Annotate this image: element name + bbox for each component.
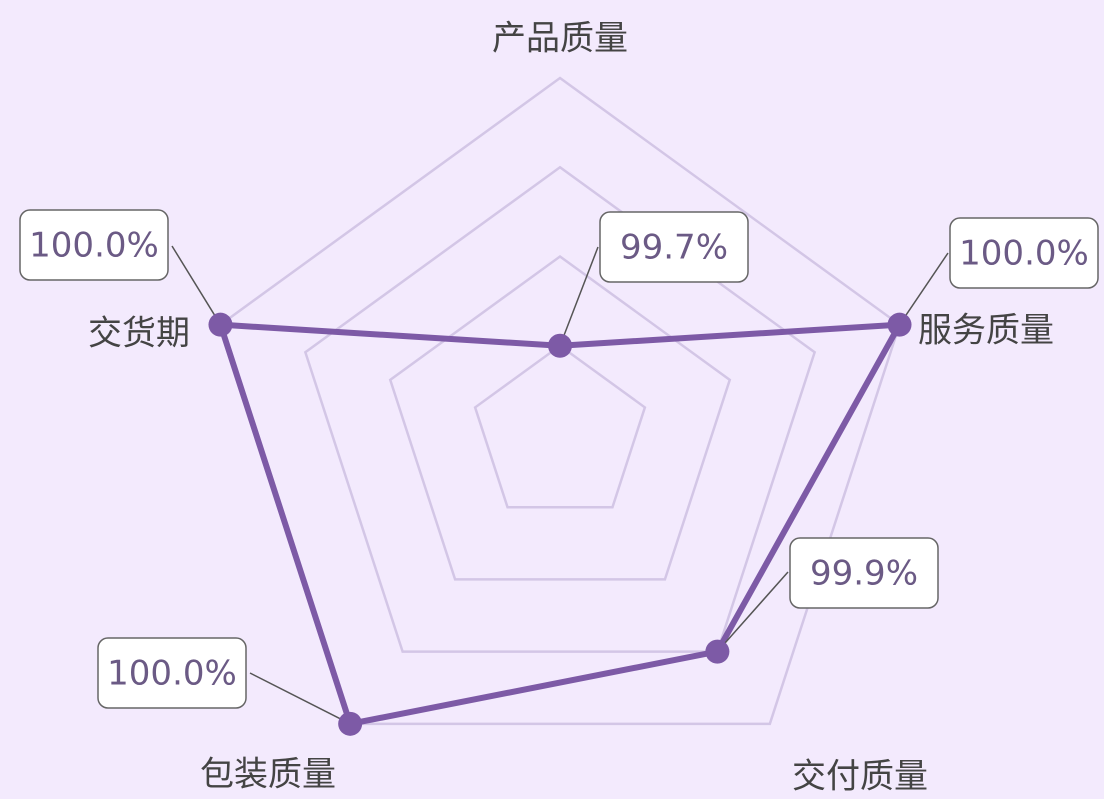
- data-point: [208, 312, 233, 337]
- value-label: 99.7%: [620, 228, 728, 268]
- leader-line: [898, 252, 949, 326]
- radar-line: [217, 321, 903, 727]
- value-label: 100.0%: [29, 226, 159, 266]
- data-point: [887, 312, 912, 337]
- grid-ring: [219, 76, 901, 726]
- value-label-box: [599, 211, 749, 283]
- value-label: 99.9%: [810, 554, 918, 594]
- data-point: [548, 333, 572, 358]
- axis-label: 交货期: [88, 314, 190, 354]
- value-label-box: [949, 217, 1099, 289]
- grid-ring: [473, 344, 647, 509]
- value-label-box: [19, 209, 169, 281]
- axis-label: 产品质量: [492, 19, 628, 59]
- grid-ring: [303, 165, 817, 653]
- leader-line: [716, 571, 789, 653]
- value-label: 100.0%: [107, 654, 237, 694]
- data-point: [338, 711, 363, 736]
- grid-ring: [388, 254, 732, 581]
- axis-label: 服务质量: [918, 311, 1054, 351]
- leader-line: [559, 246, 599, 347]
- leader-line: [171, 245, 222, 326]
- value-label-box: [97, 637, 247, 709]
- axis-label: 包装质量: [200, 755, 336, 795]
- leader-line: [249, 672, 351, 725]
- value-label-box: [789, 537, 939, 609]
- data-point: [705, 639, 730, 664]
- axis-label: 交付质量: [792, 757, 928, 797]
- value-label: 100.0%: [959, 234, 1089, 274]
